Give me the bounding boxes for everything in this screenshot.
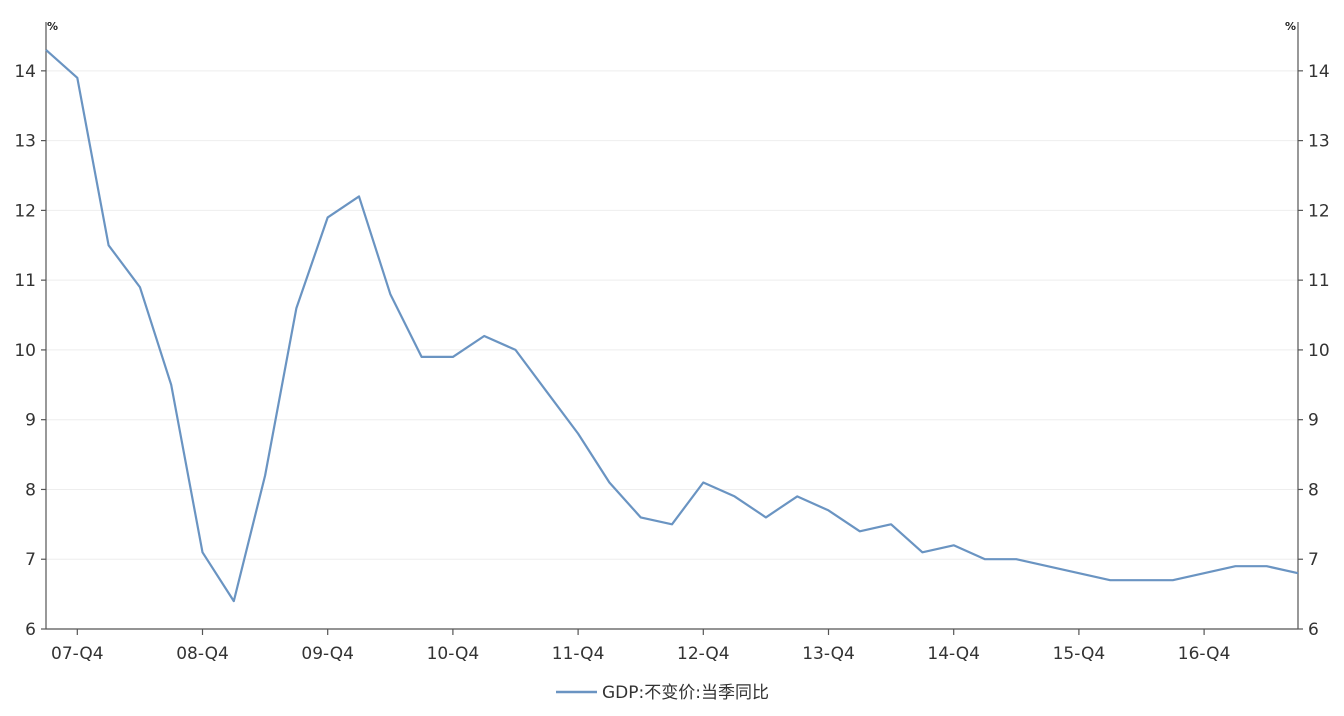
x-tick-label: 14-Q4 — [927, 644, 980, 664]
left-y-tick-label: 7 — [25, 550, 36, 570]
right-axis-unit: % — [1285, 20, 1296, 33]
left-axis-unit: % — [47, 20, 58, 33]
series-line-gdp — [45, 49, 1299, 603]
x-tick-label: 12-Q4 — [677, 644, 730, 664]
legend-label: GDP:不变价:当季同比 — [602, 683, 769, 703]
axes — [45, 22, 1299, 630]
x-tick-label: 11-Q4 — [552, 644, 605, 664]
x-tick-label: 07-Q4 — [51, 644, 104, 664]
left-y-tick-label: 11 — [14, 271, 36, 291]
left-y-tick-label: 13 — [14, 132, 36, 152]
x-tick-label: 15-Q4 — [1053, 644, 1106, 664]
right-y-tick-label: 12 — [1308, 201, 1330, 221]
right-y-tick-label: 8 — [1308, 480, 1319, 500]
right-y-tick-label: 7 — [1308, 550, 1319, 570]
right-y-tick-label: 9 — [1308, 411, 1319, 431]
series-layer — [45, 49, 1299, 603]
left-y-tick-label: 8 — [25, 480, 36, 500]
right-y-tick-label: 11 — [1308, 271, 1330, 291]
grid-lines — [46, 70, 1298, 560]
x-tick-label: 09-Q4 — [301, 644, 354, 664]
legend: GDP:不变价:当季同比 — [556, 683, 769, 703]
right-y-tick-label: 13 — [1308, 132, 1330, 152]
right-y-tick-label: 10 — [1308, 341, 1330, 361]
left-y-tick-label: 12 — [14, 201, 36, 221]
tick-marks — [41, 70, 1303, 635]
x-tick-label: 13-Q4 — [802, 644, 855, 664]
x-tick-label: 16-Q4 — [1178, 644, 1231, 664]
right-y-tick-label: 6 — [1308, 620, 1319, 640]
left-y-tick-label: 9 — [25, 411, 36, 431]
right-y-tick-label: 14 — [1308, 62, 1330, 82]
left-y-tick-label: 6 — [25, 620, 36, 640]
left-y-tick-label: 14 — [14, 62, 36, 82]
left-y-tick-label: 10 — [14, 341, 36, 361]
tick-labels: 6 6 7 7 8 8 9 9 10 10 11 11 12 12 13 13 14 14 07-Q4 08-Q4 09… — [14, 62, 1329, 664]
x-tick-label: 08-Q4 — [176, 644, 229, 664]
x-tick-label: 10-Q4 — [427, 644, 480, 664]
